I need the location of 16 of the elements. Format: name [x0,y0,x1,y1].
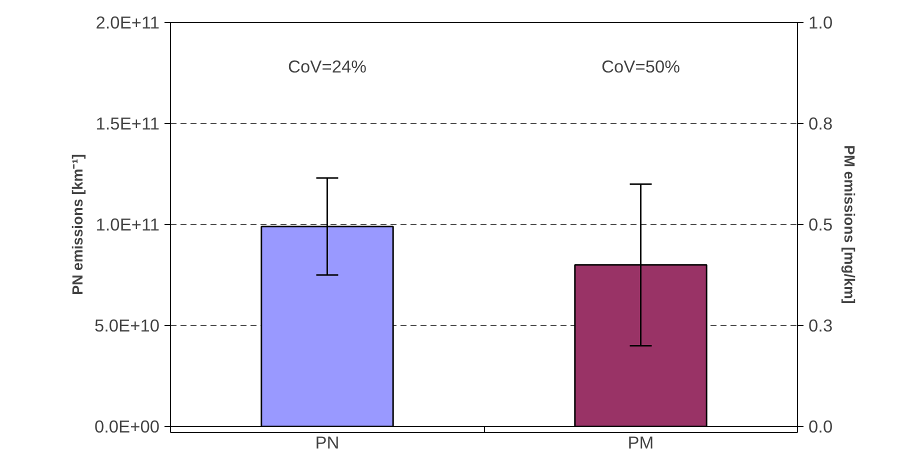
y2-tick-label: 0.8 [808,114,833,134]
annotation: CoV=24% [288,56,367,76]
y-axis-title: PN emissions [km⁻¹] [70,154,86,296]
x-tick-label: PM [628,432,654,452]
y-tick-label: 0.0E+00 [94,416,160,436]
y-tick-label: 2.0E+11 [96,12,160,32]
y-tick-label: 1.5E+11 [96,114,160,134]
y2-axis-title: PM emissions [mg/km] [840,145,857,304]
y-tick-label: 1.0E+11 [96,214,160,234]
y2-tick-label: 0.5 [808,214,833,234]
annotation: CoV=50% [601,56,680,76]
y-tick-label: 5.0E+10 [94,316,160,336]
y2-tick-label: 0.0 [808,416,833,436]
y2-tick-label: 1.0 [808,12,833,32]
x-tick-label: PN [315,432,340,452]
y2-tick-label: 0.3 [808,316,833,336]
